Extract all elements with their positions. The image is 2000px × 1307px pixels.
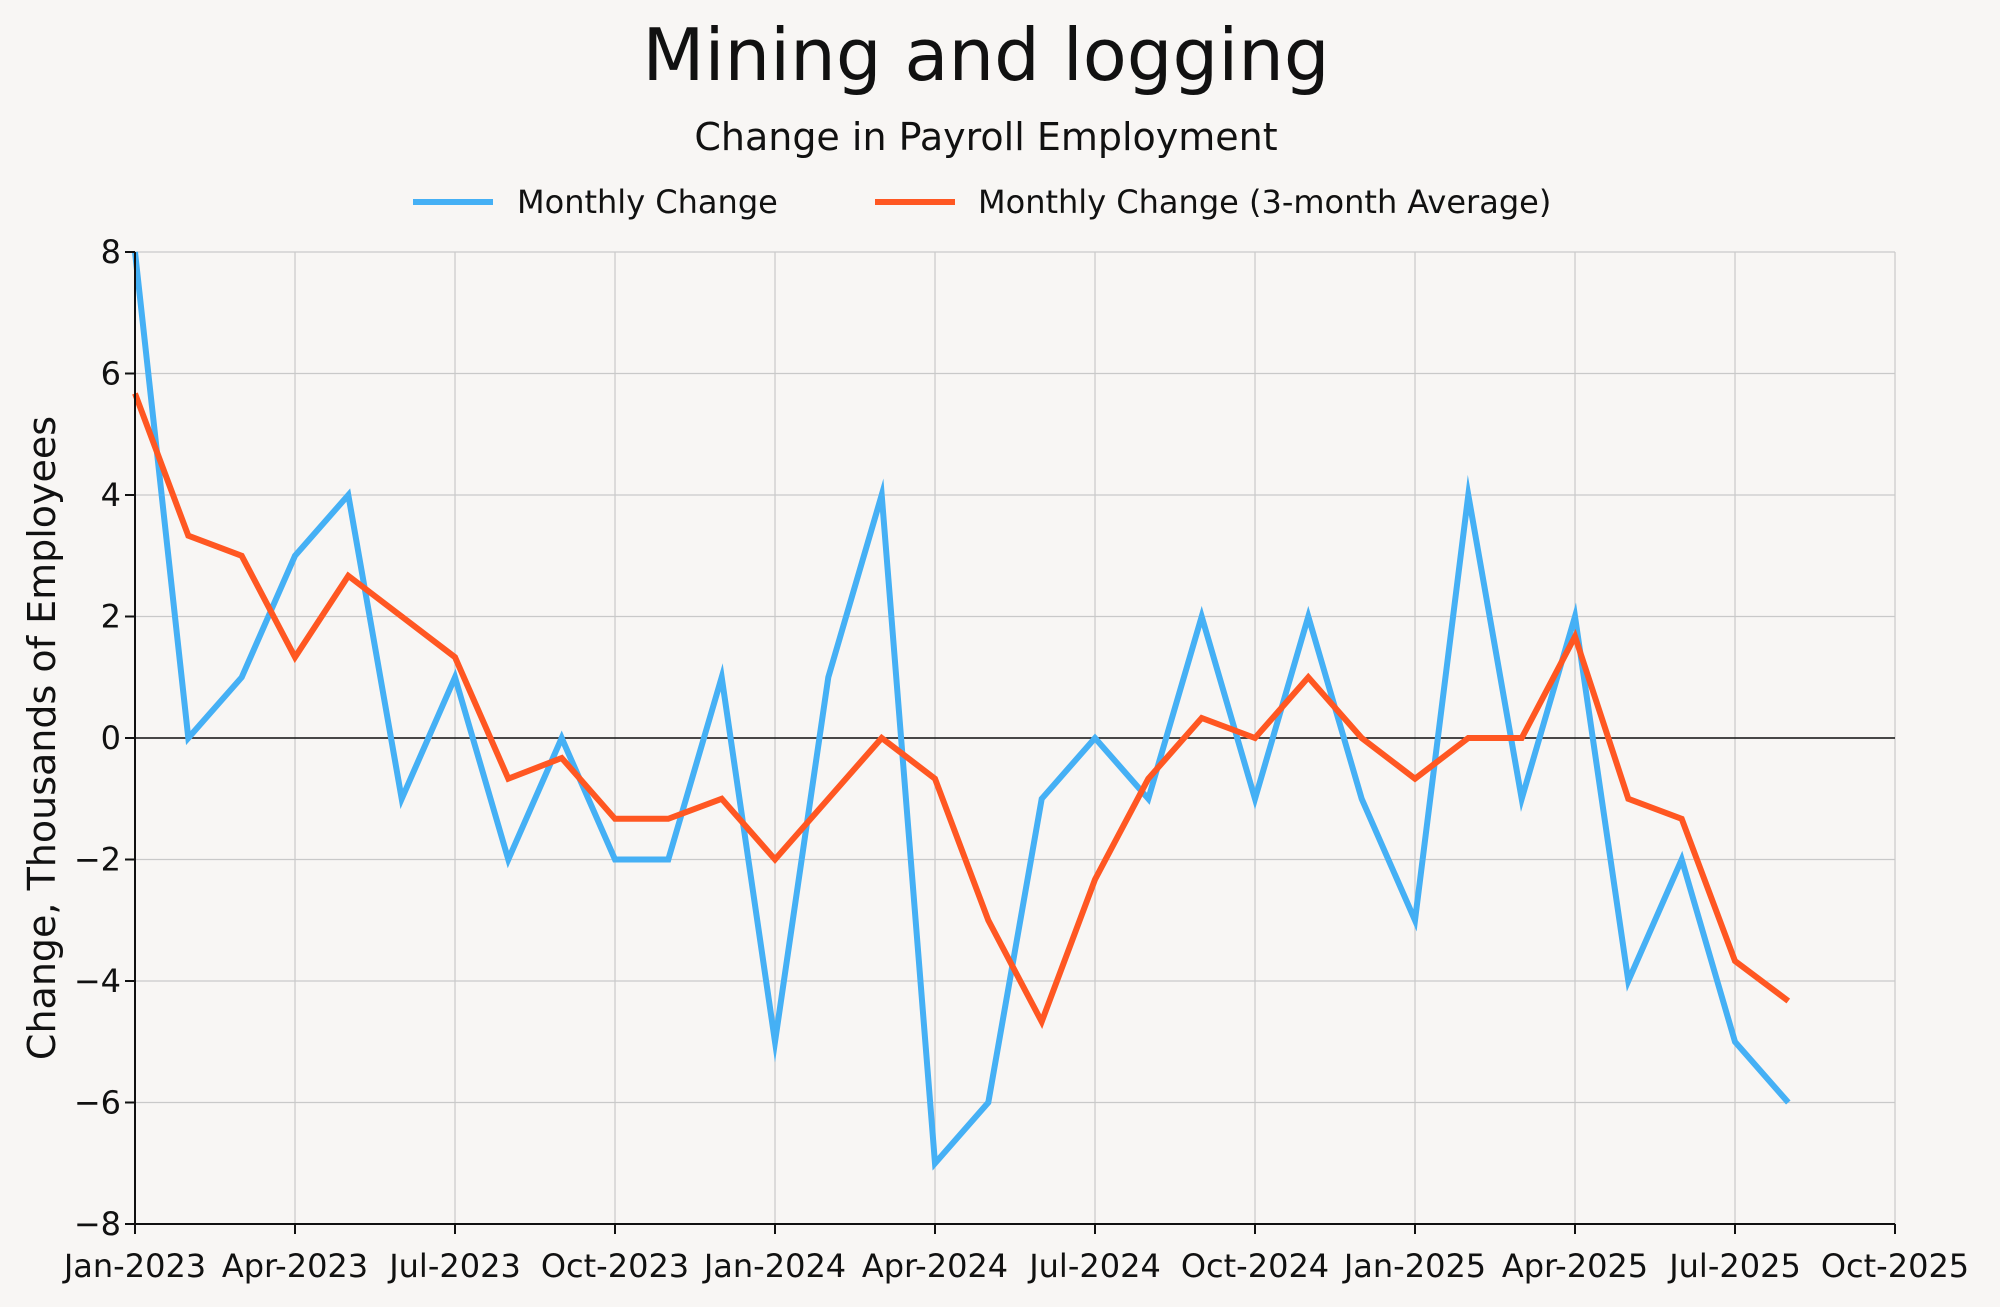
y-tick-label: −2 [74,841,121,879]
x-tick-label: Apr-2024 [862,1247,1008,1285]
series-line-3-month-average [132,392,1791,1030]
y-tick-label: 0 [101,719,121,757]
chart-title: Mining and logging [642,13,1329,97]
legend-label: Monthly Change (3-month Average) [978,183,1551,221]
y-axis-title: Change, Thousands of Employees [20,416,64,1060]
y-tick-label: 2 [101,598,121,636]
y-tick-label: −6 [74,1084,121,1122]
legend-label: Monthly Change [517,183,778,221]
x-tick-label: Jul-2025 [1667,1247,1801,1285]
y-tick-label: −4 [74,962,121,1000]
x-tick-label: Apr-2023 [222,1247,368,1285]
x-tick-label: Jan-2025 [1342,1247,1486,1285]
y-tick-label: −8 [74,1205,121,1243]
series-line-monthly-change [132,251,1791,1171]
x-tick-label: Jan-2024 [702,1247,846,1285]
y-tick-label: 8 [101,233,121,271]
legend: Monthly Change Monthly Change (3-month Av… [413,183,1551,221]
x-tick-label: Apr-2025 [1502,1247,1648,1285]
x-tick-label: Jul-2024 [1027,1247,1161,1285]
x-tick-label: Jan-2023 [62,1247,206,1285]
x-tick-label: Oct-2024 [1181,1247,1329,1285]
y-tick-label: 6 [101,355,121,393]
x-tick-label: Oct-2025 [1821,1247,1969,1285]
y-tick-label: 4 [101,476,121,514]
x-tick-label: Jul-2023 [387,1247,521,1285]
chart-subtitle: Change in Payroll Employment [694,115,1277,159]
x-tick-label: Oct-2023 [541,1247,689,1285]
